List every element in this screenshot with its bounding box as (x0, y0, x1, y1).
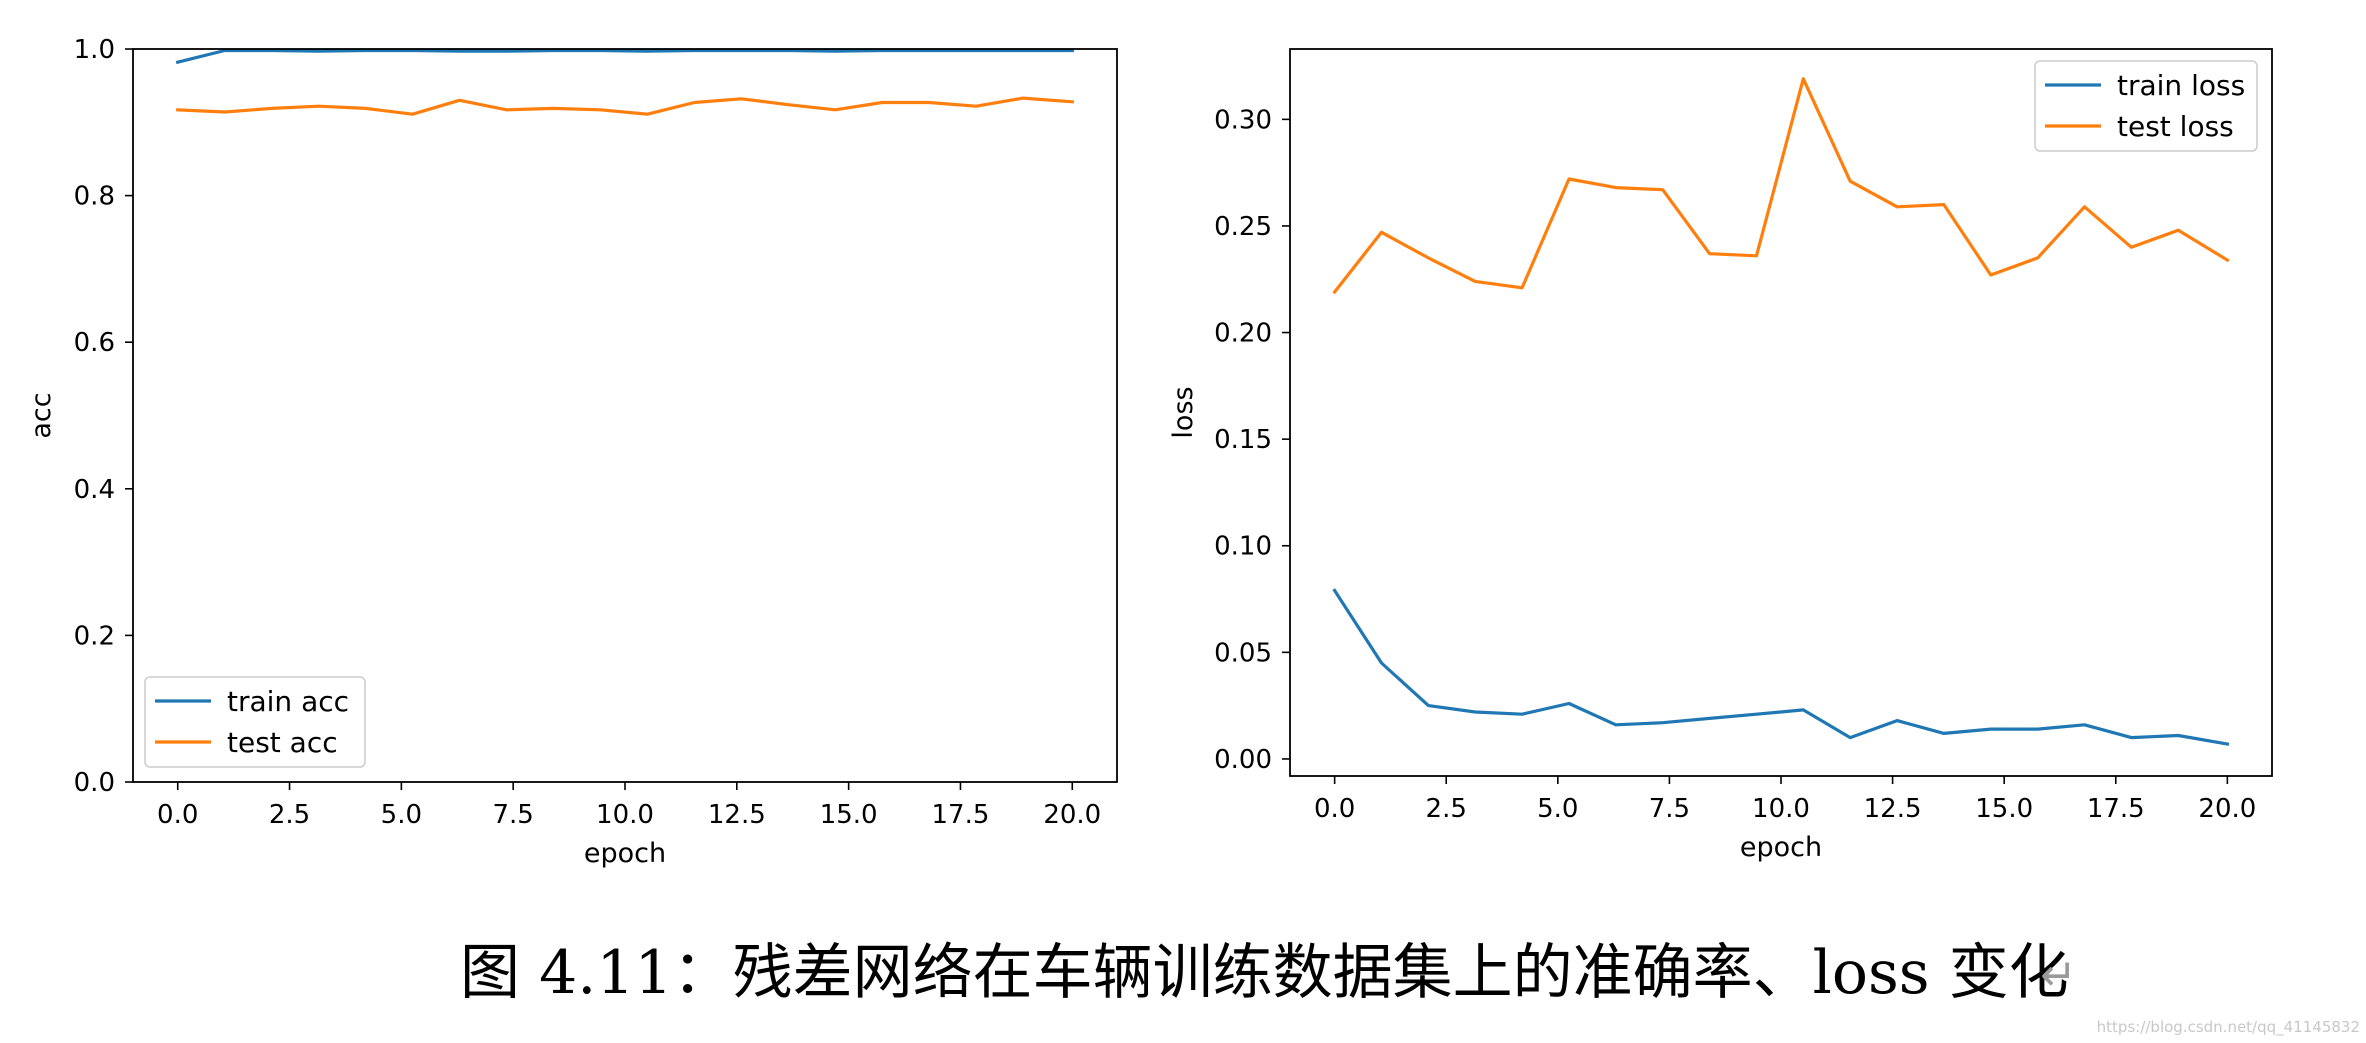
x-tick-label: 20.0 (1043, 800, 1101, 830)
caption-return-mark: ↵ (2040, 950, 2077, 1001)
train-acc-line (175, 48, 1074, 65)
x-tick-label: 2.5 (1426, 794, 1467, 824)
x-tick-label: 2.5 (269, 800, 310, 830)
legend: train acc test acc (144, 676, 366, 768)
x-tick-label: 5.0 (1537, 794, 1578, 824)
y-tick-label: 0.0 (74, 768, 115, 798)
x-tick-label: 10.0 (1752, 794, 1810, 824)
x-tick-label: 0.0 (1314, 794, 1355, 824)
x-tick-label: 17.5 (2087, 794, 2145, 824)
x-tick-label: 12.5 (708, 800, 766, 830)
x-tick-label: 15.0 (820, 800, 878, 830)
legend-entry: test acc (227, 726, 338, 759)
plot-frame (132, 48, 1118, 783)
loss-chart: 0.0 2.5 5.0 7.5 10.0 12.5 15.0 17.5 20.0 0.00 0.05… (1168, 48, 2273, 863)
x-tick-label: 7.5 (493, 800, 534, 830)
y-tick-label: 0.30 (1214, 105, 1272, 135)
x-tick-label: 15.0 (1975, 794, 2033, 824)
y-tick-label: 0.20 (1214, 319, 1272, 349)
y-tick-label: 0.8 (74, 182, 115, 212)
legend-entry: train loss (2117, 69, 2245, 102)
x-axis-label: epoch (1740, 832, 1822, 863)
test-loss-line (1332, 77, 2230, 295)
x-tick-label: 5.0 (381, 800, 422, 830)
x-tick-label: 10.0 (596, 800, 654, 830)
y-tick-label: 0.15 (1214, 425, 1272, 455)
legend-entry: train acc (227, 685, 349, 718)
y-tick-label: 0.00 (1214, 745, 1272, 775)
y-tick-label: 0.10 (1214, 532, 1272, 562)
test-acc-line (176, 96, 1075, 116)
y-tick-label: 1.0 (74, 35, 115, 65)
x-tick-label: 12.5 (1864, 794, 1922, 824)
x-tick-label: 7.5 (1649, 794, 1690, 824)
y-tick-label: 0.2 (74, 621, 115, 651)
x-tick-label: 0.0 (157, 800, 198, 830)
watermark: https://blog.csdn.net/qq_41145832 (2097, 1018, 2360, 1037)
legend: train loss test loss (2034, 60, 2258, 152)
x-tick-label: 20.0 (2198, 794, 2256, 824)
y-axis-label: loss (1168, 386, 1199, 438)
accuracy-chart: 0.0 2.5 5.0 7.5 10.0 12.5 15.0 17.5 20.0 0.0 0.2 0.… (26, 35, 1118, 869)
train-loss-line (1332, 588, 2230, 746)
y-tick-label: 0.6 (74, 328, 115, 358)
y-tick-label: 0.05 (1214, 638, 1272, 668)
x-axis-label: epoch (584, 838, 666, 869)
y-tick-label: 0.4 (74, 475, 115, 505)
y-axis-label: acc (26, 392, 57, 438)
figure-caption: 图 4.11：残差网络在车辆训练数据集上的准确率、loss 变化 (460, 938, 2069, 1008)
y-tick-label: 0.25 (1214, 212, 1272, 242)
legend-entry: test loss (2117, 110, 2234, 143)
x-tick-label: 17.5 (932, 800, 990, 830)
